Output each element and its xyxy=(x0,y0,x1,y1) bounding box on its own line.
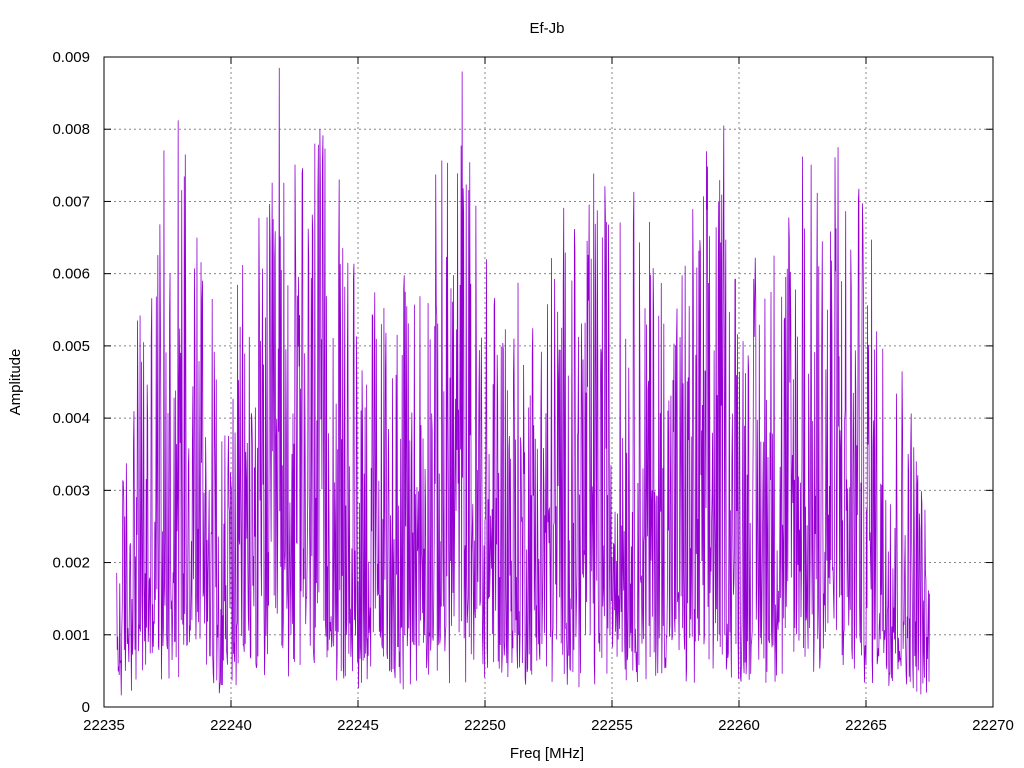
x-axis-label: Freq [MHz] xyxy=(510,745,584,762)
series-line xyxy=(116,67,930,696)
x-axis-ticks: 22235 22240 22245 22250 22255 22260 22265 22270 xyxy=(83,57,1014,734)
x-tick-label: 22270 xyxy=(972,717,1014,734)
y-tick-label: 0.003 xyxy=(52,482,90,499)
y-tick-label: 0.006 xyxy=(52,266,90,283)
y-axis-ticks: 0 0.001 0.002 0.003 0.004 0.005 0.006 0.007 0.00… xyxy=(52,49,993,716)
y-tick-label: 0 xyxy=(82,699,90,716)
y-tick-label: 0.008 xyxy=(52,121,90,138)
y-axis-label: Amplitude xyxy=(7,349,24,416)
y-tick-label: 0.007 xyxy=(52,193,90,210)
x-tick-label: 22265 xyxy=(845,717,887,734)
y-tick-label: 0.005 xyxy=(52,338,90,355)
x-tick-label: 22260 xyxy=(718,717,760,734)
x-tick-label: 22240 xyxy=(210,717,252,734)
chart-title: Ef-Jb xyxy=(529,20,564,37)
y-tick-label: 0.002 xyxy=(52,555,90,572)
x-tick-label: 22250 xyxy=(464,717,506,734)
y-tick-label: 0.004 xyxy=(52,410,90,427)
y-tick-label: 0.009 xyxy=(52,49,90,66)
plot-frame xyxy=(103,56,994,708)
x-tick-label: 22255 xyxy=(591,717,633,734)
y-tick-label: 0.001 xyxy=(52,627,90,644)
spectrum-line xyxy=(116,67,930,696)
x-tick-label: 22235 xyxy=(83,717,125,734)
x-tick-label: 22245 xyxy=(337,717,379,734)
